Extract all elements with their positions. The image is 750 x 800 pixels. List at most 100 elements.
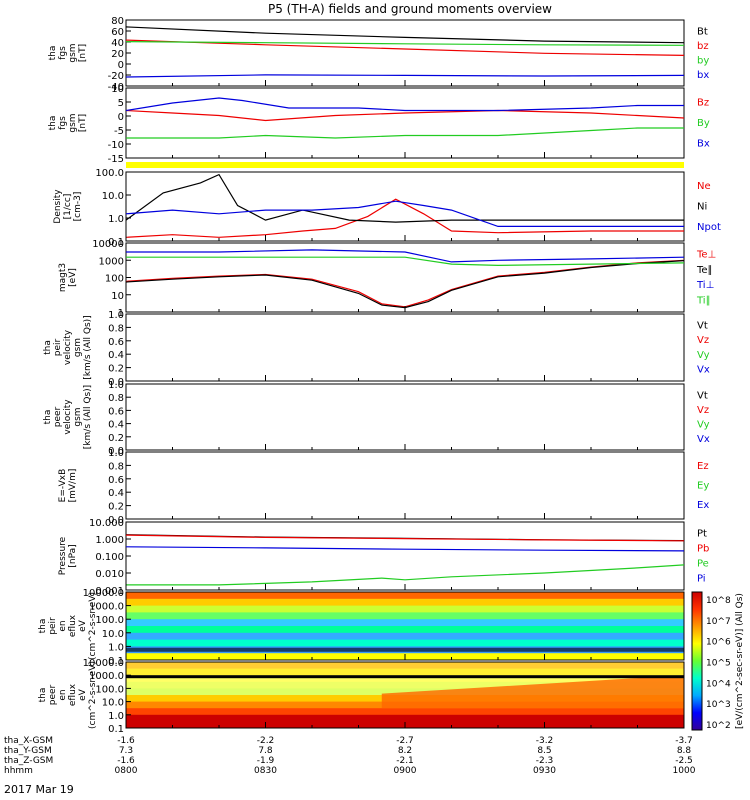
- spectrogram-band: [126, 675, 684, 683]
- x-row-value: -2.5: [675, 756, 693, 766]
- y-axis-label: [eV]: [68, 268, 78, 287]
- y-tick-label: 10.0: [102, 191, 124, 202]
- y-axis-label: tha: [48, 116, 58, 131]
- legend-label: Vt: [697, 320, 708, 331]
- y-tick-label: 0.8: [108, 461, 124, 472]
- series-line-Ti∥: [126, 256, 685, 267]
- y-axis-label: gsm: [73, 338, 83, 357]
- y-axis-label: eV: [78, 619, 88, 632]
- legend-label: Pe: [697, 559, 709, 570]
- y-tick-label: 10: [111, 84, 124, 95]
- spectrogram-dark-line: [126, 675, 684, 679]
- legend-label: Ex: [697, 500, 709, 511]
- x-row-value: -3.2: [536, 736, 554, 746]
- legend-label: Pb: [697, 544, 709, 555]
- y-tick-label: 1.0: [108, 448, 124, 459]
- y-tick-label: 1.0: [108, 711, 124, 722]
- legend-label: By: [697, 118, 710, 129]
- y-tick-label: 0.0: [108, 515, 124, 526]
- spectrogram-dark-line: [126, 647, 684, 652]
- spectrogram-band: [126, 626, 684, 634]
- panel-1: 10 5 0 -5 -10 -15 tha fgs gsm [nT] Bz By Bx: [48, 84, 710, 165]
- y-tick-label: 80: [111, 16, 124, 27]
- y-axis-label: (cm^2-s-sr-eV): [88, 661, 98, 729]
- spectrogram-band: [126, 598, 684, 607]
- x-row-value: -2.7: [396, 736, 414, 746]
- x-row-label: tha_Z-GSM: [4, 756, 53, 766]
- status-flag-bar: [126, 162, 684, 168]
- y-tick-label: -10: [108, 140, 124, 151]
- y-tick-label: 10.0: [102, 629, 124, 640]
- y-tick-label: 1000.0: [89, 671, 124, 682]
- y-tick-label: 0.1: [108, 724, 124, 735]
- series-line-bz: [125, 39, 685, 56]
- y-tick-label: 0: [118, 112, 124, 123]
- x-row-value: -2.2: [257, 736, 275, 746]
- legend-label: Vz: [697, 405, 709, 416]
- spectrogram-band: [126, 639, 684, 647]
- y-tick-label: 1000.0: [89, 602, 124, 613]
- y-axis-label: eflux: [68, 614, 78, 637]
- x-row-value: 0800: [115, 766, 138, 776]
- spectrogram-band: [126, 632, 684, 641]
- y-tick-label: 0.2: [108, 502, 124, 513]
- y-tick-label: 10000.0: [83, 658, 124, 669]
- spectrogram-band: [126, 612, 684, 620]
- colorbar-tick: 10^7: [706, 617, 731, 627]
- y-tick-label: 0.6: [108, 406, 124, 417]
- y-tick-label: 40: [111, 38, 124, 49]
- y-axis-label: velocity: [63, 399, 73, 435]
- series-line-by: [125, 41, 685, 46]
- y-tick-label: 0.4: [108, 350, 124, 361]
- y-axis-label: [nPa]: [68, 544, 78, 567]
- series-line-Te∥: [125, 260, 685, 309]
- y-tick-label: 0.6: [108, 475, 124, 486]
- y-tick-label: 100.0: [95, 168, 124, 179]
- legend-label: bz: [697, 41, 709, 52]
- legend-label: Pt: [697, 529, 707, 540]
- spectrogram-band: [126, 714, 684, 722]
- y-axis-label: velocity: [63, 329, 73, 365]
- legend-label: Te⊥: [696, 250, 716, 261]
- y-axis-label: peer: [48, 684, 58, 705]
- series-line-Pb: [125, 534, 685, 542]
- x-row-label: tha_Y-GSM: [4, 746, 52, 756]
- plot-title: P5 (TH-A) fields and ground moments over…: [268, 2, 552, 16]
- y-tick-label: 0.010: [95, 569, 124, 580]
- legend-label: Ti∥: [696, 295, 711, 306]
- colorbar-tick: 10^5: [706, 659, 731, 669]
- panel-frame: [125, 313, 685, 382]
- x-row-value: 1000: [673, 766, 696, 776]
- plot-date: 2017 Mar 19: [4, 783, 74, 796]
- y-tick-label: 0.100: [95, 552, 124, 563]
- legend-label: Ey: [697, 481, 709, 492]
- colorbar-label: [eV/(cm^2-sec-sr-eV)] (All Qs): [735, 593, 745, 729]
- x-row-value: 7.8: [258, 746, 273, 756]
- y-axis-label: gsm: [68, 43, 78, 62]
- legend-label: Bx: [697, 139, 710, 150]
- y-tick-label: 60: [111, 27, 124, 38]
- x-row-label: hhmm: [4, 766, 33, 776]
- series-line-Pe: [126, 564, 685, 586]
- series-line-Bt: [125, 26, 685, 44]
- series-line-Pi: [125, 546, 685, 552]
- x-row-value: -1.6: [117, 756, 135, 766]
- y-axis-label: [cm-3]: [73, 192, 83, 222]
- x-row-value: 8.5: [537, 746, 551, 756]
- x-row-value: -2.1: [396, 756, 414, 766]
- series-line-Ni: [125, 173, 684, 223]
- spectrogram-band: [126, 662, 684, 670]
- y-axis-label: tha: [48, 46, 58, 61]
- y-axis-label: [nT]: [78, 44, 88, 62]
- y-tick-label: 1.0: [108, 642, 124, 653]
- y-axis-label: E=-VxB: [58, 469, 68, 503]
- panel-5: 1.0 0.8 0.6 0.4 0.2 0.0 tha peer velocity gsm [km/…: [43, 380, 710, 457]
- y-axis-label: en: [58, 620, 68, 631]
- y-axis-label: eflux: [68, 683, 78, 706]
- y-axis-label: [1/cc]: [63, 194, 73, 220]
- colorbar-tick: 10^6: [706, 638, 731, 648]
- legend-label: bx: [697, 70, 709, 81]
- y-tick-label: 0.8: [108, 323, 124, 334]
